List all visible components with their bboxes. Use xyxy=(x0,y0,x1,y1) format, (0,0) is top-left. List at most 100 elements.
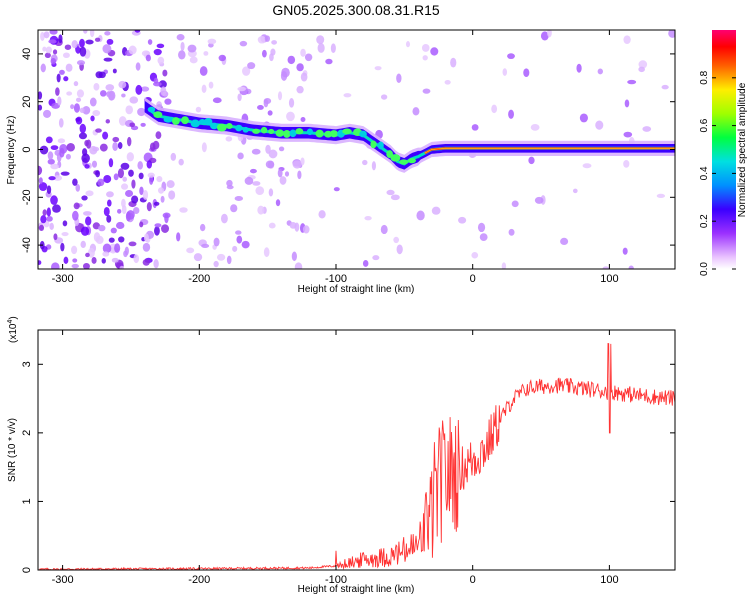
noise-blob xyxy=(73,202,80,210)
ridge-peak xyxy=(370,140,377,149)
noise-blob xyxy=(199,66,208,76)
noise-blob xyxy=(491,104,498,114)
noise-blob xyxy=(602,266,610,269)
ridge-peak xyxy=(289,129,297,138)
x-tick-label: 0 xyxy=(470,574,476,586)
noise-blob xyxy=(65,63,73,72)
noise-blob xyxy=(213,260,219,268)
noise-blob xyxy=(48,39,57,44)
noise-blob xyxy=(622,247,628,255)
noise-blob xyxy=(142,189,149,200)
noise-blob xyxy=(220,213,228,224)
noise-blob xyxy=(147,172,155,178)
noise-blob xyxy=(50,57,57,65)
noise-blob xyxy=(297,170,302,180)
y-tick-label: 0 xyxy=(21,146,33,152)
noise-blob xyxy=(187,44,197,53)
noise-blob xyxy=(201,142,207,153)
noise-blob xyxy=(103,206,110,217)
noise-blob xyxy=(139,221,144,228)
noise-blob xyxy=(49,30,58,35)
noise-blob xyxy=(396,73,402,83)
snr-ylabel: SNR (10 * v/v) xyxy=(7,418,18,482)
noise-blob xyxy=(528,156,535,165)
noise-blob xyxy=(155,131,162,139)
noise-blob xyxy=(304,53,313,62)
noise-blob xyxy=(99,143,108,152)
noise-blob xyxy=(268,222,276,229)
noise-blob xyxy=(157,187,165,194)
noise-blob xyxy=(507,53,515,60)
noise-blob xyxy=(71,245,78,255)
y-tick-label: 1 xyxy=(21,498,33,504)
noise-blob xyxy=(122,176,128,182)
noise-blob xyxy=(123,250,128,258)
noise-blob xyxy=(157,56,165,65)
noise-blob xyxy=(154,226,160,236)
noise-blob xyxy=(156,175,163,183)
noise-blob xyxy=(85,216,92,226)
noise-blob xyxy=(189,56,198,64)
noise-blob xyxy=(83,30,88,34)
noise-blob xyxy=(66,91,73,96)
spectrogram-marks xyxy=(38,30,675,269)
noise-blob xyxy=(268,149,278,159)
noise-blob xyxy=(64,44,72,50)
colorbar-tick-label: 0.2 xyxy=(699,214,710,228)
noise-blob xyxy=(186,247,195,254)
noise-blob xyxy=(94,37,101,42)
noise-blob xyxy=(38,104,43,111)
noise-blob xyxy=(55,87,60,96)
noise-blob xyxy=(72,258,78,263)
noise-blob xyxy=(127,136,132,147)
spectrogram-xlabel: Height of straight line (km) xyxy=(298,284,415,295)
noise-blob xyxy=(380,94,388,100)
noise-blob xyxy=(362,159,368,166)
x-tick-label: -200 xyxy=(188,574,210,586)
noise-blob xyxy=(114,243,121,253)
noise-blob xyxy=(230,204,238,213)
noise-blob xyxy=(201,84,207,94)
ridge-peak xyxy=(315,129,324,138)
noise-blob xyxy=(294,262,303,269)
noise-blob xyxy=(47,158,55,165)
noise-blob xyxy=(76,89,85,98)
noise-blob xyxy=(71,40,78,49)
ridge-peak xyxy=(198,118,206,125)
noise-blob xyxy=(317,43,325,53)
ridge-peak xyxy=(283,130,291,138)
noise-blob xyxy=(56,73,61,83)
noise-blob xyxy=(38,91,43,100)
noise-blob xyxy=(129,122,136,128)
ridge-peak xyxy=(216,123,227,132)
noise-blob xyxy=(99,90,107,97)
noise-blob xyxy=(91,160,98,168)
noise-blob xyxy=(286,111,295,122)
noise-blob xyxy=(268,188,274,197)
noise-blob xyxy=(126,152,135,162)
noise-blob xyxy=(287,55,296,65)
noise-blob xyxy=(161,224,170,233)
ridge-peak xyxy=(252,128,260,134)
noise-blob xyxy=(85,190,94,197)
noise-blob xyxy=(70,104,75,110)
noise-blob xyxy=(396,244,403,255)
noise-blob xyxy=(63,76,69,82)
ridge-peak xyxy=(306,128,314,136)
x-tick-label: 0 xyxy=(470,273,476,285)
noise-blob xyxy=(255,186,265,195)
noise-blob xyxy=(501,262,507,269)
noise-blob xyxy=(59,69,65,75)
noise-blob xyxy=(135,84,143,95)
noise-blob xyxy=(225,136,233,142)
noise-blob xyxy=(50,195,58,205)
noise-blob xyxy=(63,256,69,264)
noise-blob xyxy=(46,215,53,222)
noise-blob xyxy=(333,187,340,192)
noise-blob xyxy=(98,224,106,232)
noise-blob xyxy=(137,161,144,170)
noise-blob xyxy=(166,180,175,188)
noise-blob xyxy=(176,232,181,242)
colorbar-gradient xyxy=(712,30,736,269)
